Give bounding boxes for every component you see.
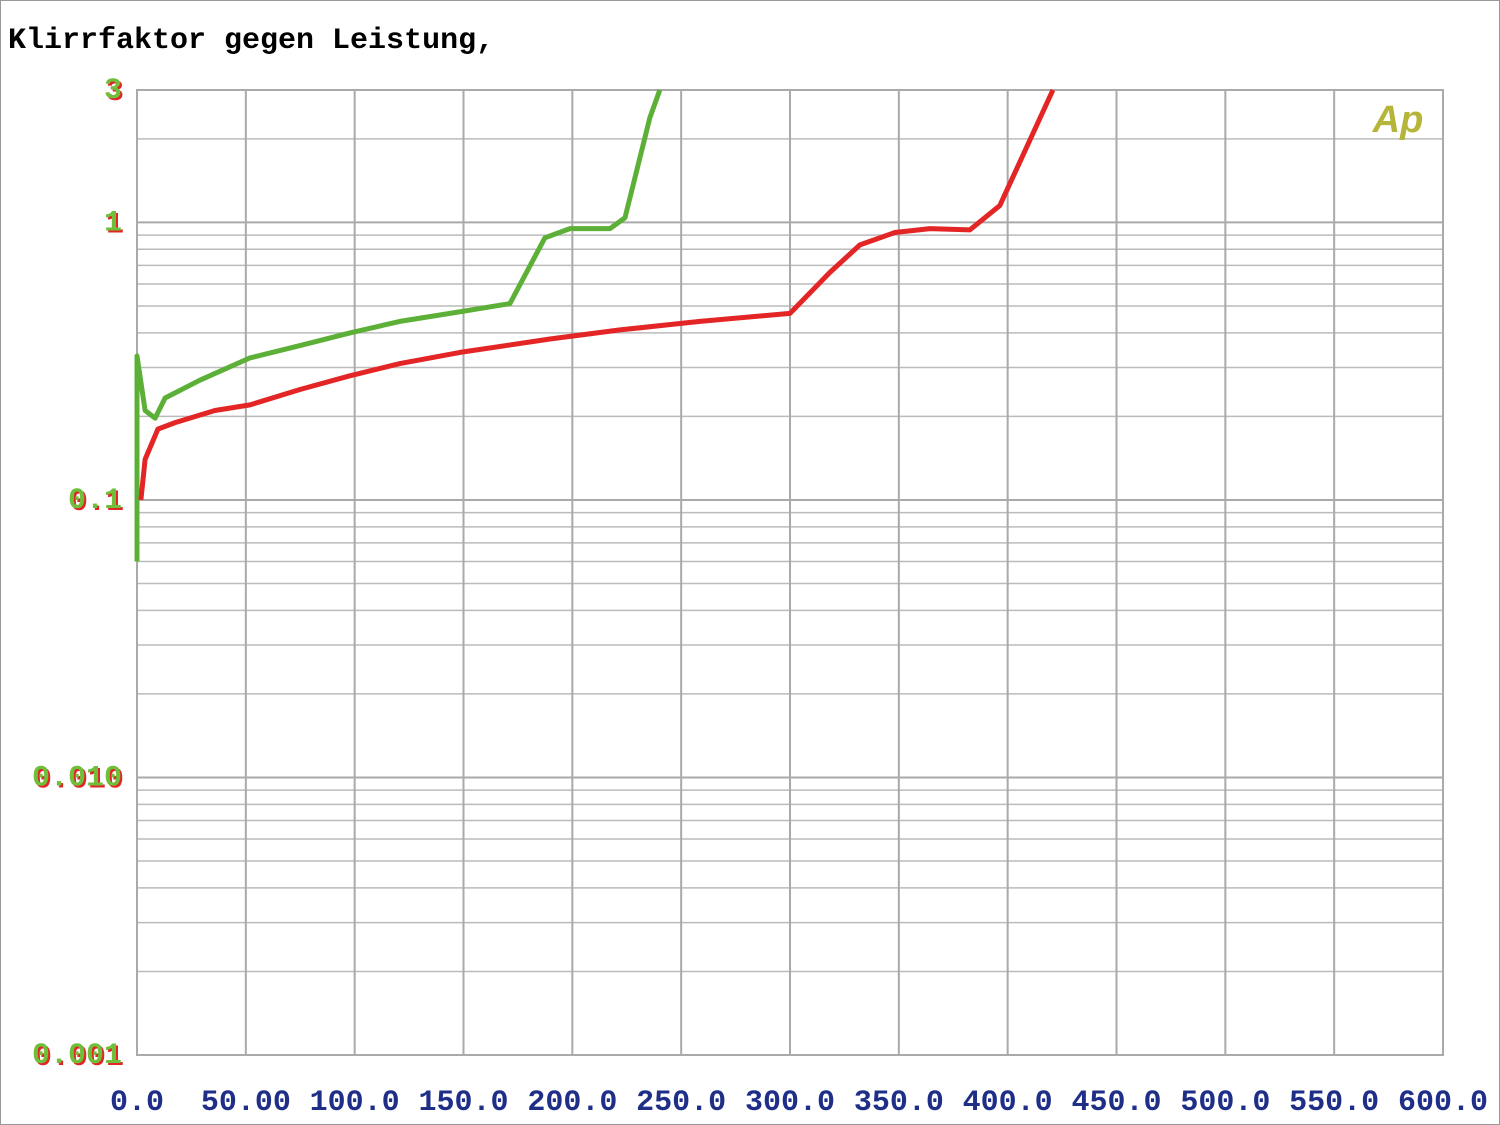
data-line: [138, 88, 1056, 501]
data-line: [134, 89, 663, 562]
y-tick-label-shadow: 1: [106, 208, 124, 242]
y-tick-label: 0.010: [32, 761, 122, 795]
y-tick-label-shadow: 3: [106, 76, 124, 110]
y-tick-label: 1: [104, 206, 122, 240]
x-tick-label: 350.0: [854, 1086, 944, 1120]
x-tick-label: 300.0: [745, 1086, 835, 1120]
x-tick-label: 500.0: [1180, 1086, 1270, 1120]
x-tick-label: 550.0: [1289, 1086, 1379, 1120]
y-tick-label: 3: [104, 74, 122, 108]
x-tick-label: 50.00: [201, 1086, 291, 1120]
y-tick-label-shadow: 0.001: [34, 1041, 124, 1075]
x-tick-label: 0.0: [110, 1086, 164, 1120]
y-tick-label-shadow: 0.1: [70, 486, 124, 520]
chart-title: Klirrfaktor gegen Leistung,: [8, 24, 494, 58]
x-tick-label: 600.0: [1398, 1086, 1488, 1120]
x-tick-label: 100.0: [310, 1086, 400, 1120]
x-tick-label: 150.0: [418, 1086, 508, 1120]
x-tick-label: 250.0: [636, 1086, 726, 1120]
annotation: Ap: [1372, 99, 1424, 141]
x-tick-label: 450.0: [1071, 1086, 1161, 1120]
y-tick-label: 0.1: [68, 484, 122, 518]
y-tick-label: 0.001: [32, 1039, 122, 1073]
y-tick-label-shadow: 0.010: [34, 763, 124, 797]
x-tick-label: 200.0: [527, 1086, 617, 1120]
x-tick-label: 400.0: [963, 1086, 1053, 1120]
plot-area: [136, 89, 1444, 1056]
